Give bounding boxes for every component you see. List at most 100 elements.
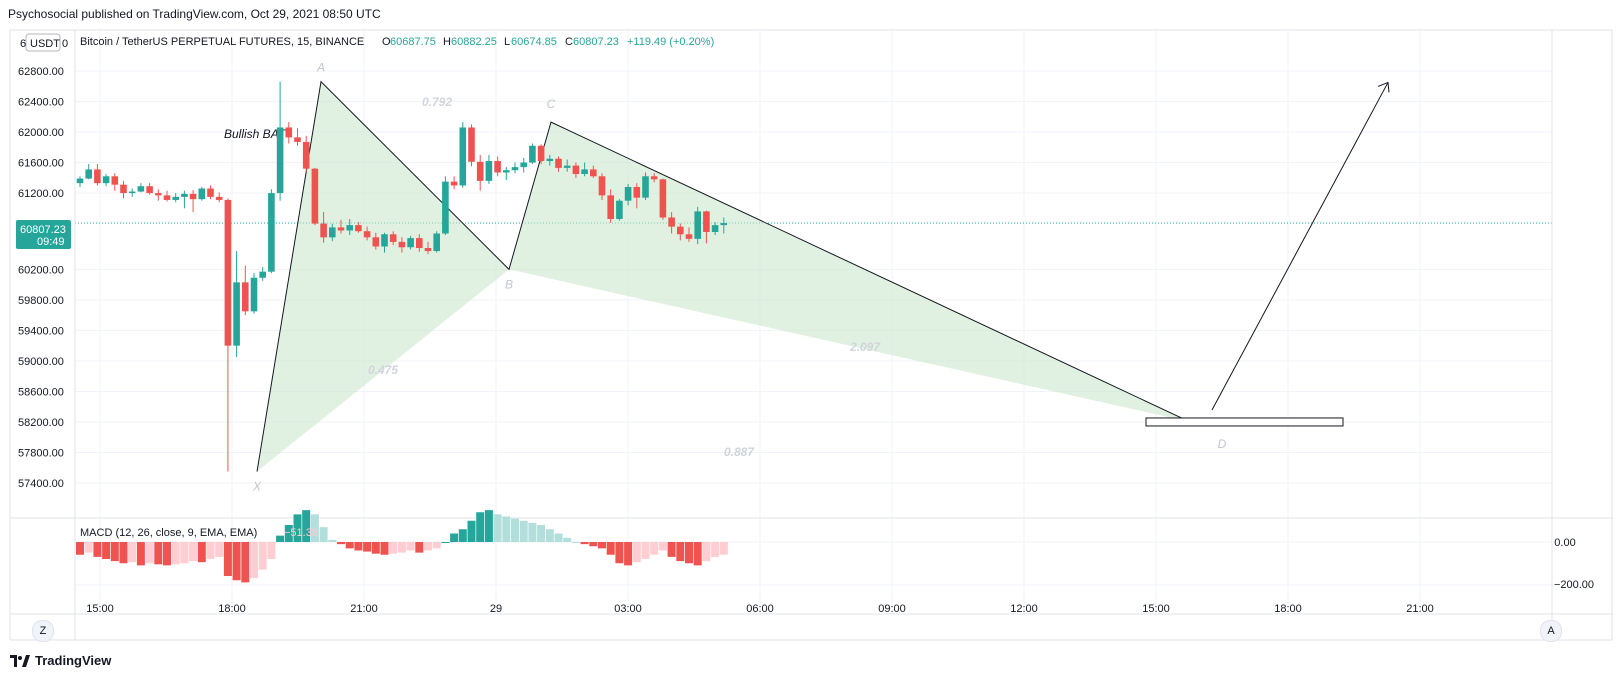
timezone-button[interactable]: Z: [32, 620, 54, 642]
candle-body: [694, 211, 701, 239]
macd-bar: [519, 520, 528, 542]
currency-badge[interactable]: USDT: [30, 38, 60, 50]
candle-body: [259, 271, 266, 278]
price-tag-box: [16, 220, 71, 249]
macd-bar: [310, 514, 319, 542]
candle-body: [172, 196, 179, 200]
macd-bar: [223, 542, 232, 576]
macd-bar: [511, 518, 519, 542]
low-label: L: [504, 36, 510, 48]
x-tick-label: 21:00: [1406, 603, 1434, 615]
macd-bar: [415, 542, 424, 553]
price-tag-countdown: 09:49: [37, 236, 65, 248]
candle-body: [555, 158, 562, 168]
macd-bar: [119, 542, 128, 564]
candle-body: [398, 241, 406, 248]
macd-bar: [711, 542, 720, 557]
candle-body: [572, 165, 580, 174]
candle-body: [529, 145, 536, 163]
x-tick-label: 29: [490, 603, 502, 615]
macd-bar: [658, 542, 667, 551]
candle-body: [329, 227, 336, 238]
candle-body: [155, 193, 162, 196]
candle-body: [720, 223, 728, 226]
macd-bar: [284, 525, 293, 542]
candle-body: [128, 191, 136, 194]
macd-bar: [232, 542, 241, 581]
point-label-x: X: [252, 480, 262, 494]
high-value: 60882.25: [451, 36, 497, 48]
macd-histogram: [76, 510, 728, 583]
macd-bar: [397, 542, 406, 553]
candle-body: [102, 176, 110, 184]
tradingview-logo[interactable]: TradingView: [10, 653, 111, 668]
candle-body: [268, 193, 275, 272]
macd-bar: [580, 542, 589, 545]
point-label-d: D: [1218, 437, 1227, 451]
candle-body: [590, 169, 597, 177]
macd-bar: [458, 529, 467, 542]
candle-body: [659, 179, 667, 218]
macd-bar: [484, 510, 493, 542]
macd-bar: [171, 542, 180, 565]
candle-body: [372, 237, 380, 247]
macd-bar: [363, 542, 372, 552]
pattern-outline: [256, 80, 1191, 472]
candle-body: [94, 169, 101, 184]
candle-body: [389, 234, 397, 242]
candle-body: [285, 127, 293, 138]
macd-tick-zero: 0.00: [1554, 537, 1575, 549]
candle-body: [468, 127, 475, 162]
point-label-b: B: [505, 277, 513, 291]
macd-bar: [337, 542, 345, 545]
candle-body: [642, 176, 649, 198]
symbol-title: Bitcoin / TetherUS PERPETUAL FUTURES, 15…: [80, 36, 364, 48]
candle-body: [120, 184, 127, 194]
d-zone-rectangle: [1145, 417, 1344, 427]
candle-body: [476, 161, 484, 181]
x-tick-label: 09:00: [878, 603, 906, 615]
macd-bar: [128, 542, 137, 563]
harmonic-pattern: X A B C D 0.475 0.792 2.097 0.887 Bullish BAT: [224, 61, 1227, 494]
price-scale-clip-right: 0: [62, 38, 68, 50]
x-tick-label: 15:00: [1142, 603, 1170, 615]
macd-bar: [563, 537, 572, 542]
x-tick-label: 03:00: [614, 603, 642, 615]
x-tick-label: 18:00: [1274, 603, 1302, 615]
y-tick-label: 58200.00: [18, 417, 64, 429]
close-label: C: [565, 36, 573, 48]
macd-bar: [606, 542, 615, 555]
macd-bar: [702, 542, 711, 562]
close-value: 60807.23: [573, 36, 619, 48]
macd-bar: [441, 542, 450, 543]
candle-body: [485, 161, 493, 181]
macd-bar: [293, 514, 302, 542]
currency-badge-box[interactable]: [25, 33, 61, 52]
x-tick-label: 15:00: [86, 603, 114, 615]
macd-bar: [302, 510, 311, 542]
macd-bar: [467, 520, 476, 542]
macd-bar: [598, 542, 606, 549]
ratio-label-xd: 0.887: [724, 445, 755, 459]
macd-bar: [615, 542, 624, 564]
candle-body: [503, 170, 510, 173]
candle-body: [320, 223, 327, 238]
high-label: H: [443, 36, 451, 48]
auto-scale-button[interactable]: A: [1540, 620, 1562, 642]
y-tick-label: 57400.00: [18, 478, 64, 490]
x-tick-label: 18:00: [218, 603, 246, 615]
macd-tick-neg: −200.00: [1554, 579, 1594, 591]
candle-body: [563, 165, 571, 168]
macd-bar: [450, 533, 459, 542]
point-label-a: A: [316, 61, 325, 75]
candle-body: [76, 178, 84, 184]
macd-bar: [354, 542, 363, 551]
candle-body: [668, 217, 675, 227]
candle-body: [711, 225, 719, 232]
tradingview-logo-icon: [10, 654, 30, 667]
x-tick-label: 21:00: [350, 603, 378, 615]
target-arrow-head: [1377, 81, 1390, 93]
candle-body: [337, 227, 345, 231]
candle-body: [677, 226, 684, 235]
